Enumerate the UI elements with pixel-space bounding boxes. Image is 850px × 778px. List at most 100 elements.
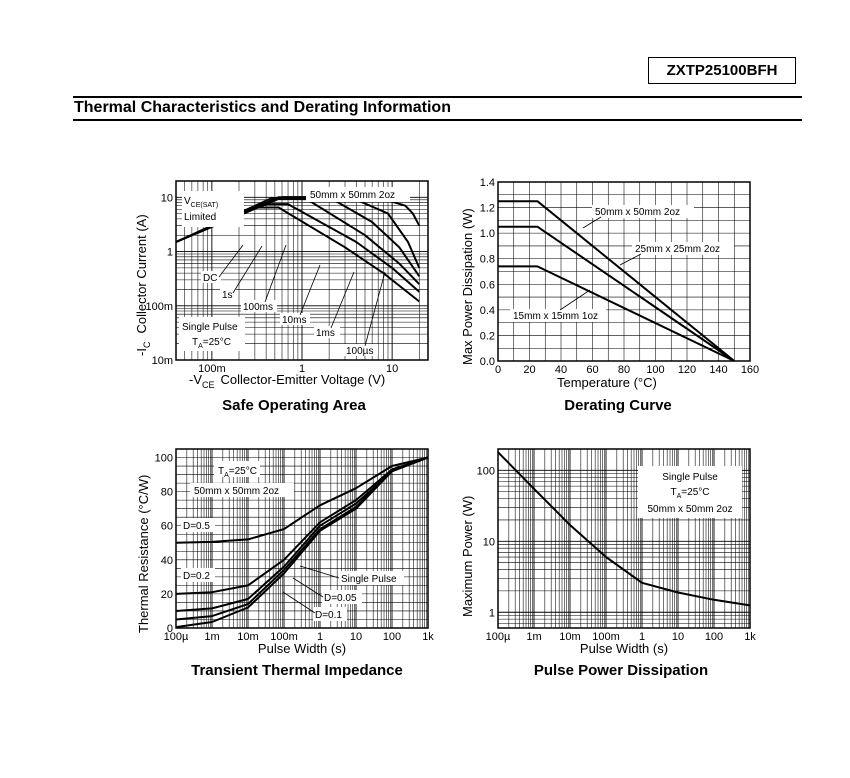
pulse-power-annotations: Single Pulse TA=25°C 50mm x 50mm 2oz: [638, 466, 742, 518]
soa-xlabel: -VCE Collector-Emitter Voltage (V): [189, 372, 385, 390]
pulse-power-series-0: [497, 451, 751, 607]
transient-tick-labels: 100µ 1m 10m 100m 1 10 100 1k 0 20 40 60 80 100: [155, 453, 435, 643]
transient-y-tick-label: 0: [167, 623, 173, 635]
derating-x-tick-label: 100: [646, 364, 664, 376]
soa-vcesat-box: [182, 191, 244, 227]
pulse-power-x-tick-label: 100m: [592, 631, 620, 643]
pulse-power-single-pulse: Single Pulse: [662, 472, 718, 483]
pulse-power-xlabel: Pulse Width (s): [580, 641, 668, 656]
soa-y-tick-label: 1: [167, 247, 173, 259]
pulse-power-ta: TA=25°C: [671, 487, 710, 500]
transient-series-4: [175, 456, 429, 629]
transient-y-tick-label: 40: [161, 555, 173, 567]
soa-x-tick-label: 1: [299, 363, 305, 375]
soa-single-pulse: Single Pulse: [182, 322, 238, 333]
pulse-power-x-tick-label: 10m: [559, 631, 580, 643]
derating-plot-frame: [497, 181, 751, 362]
soa-label-1ms: 1ms: [316, 328, 335, 339]
pulse-power-x-tick-label: 100µ: [486, 631, 511, 643]
pulse-power-caption: Pulse Power Dissipation: [534, 662, 708, 679]
soa-label-100ms: 100ms: [243, 302, 273, 313]
derating-label-15mm: 15mm x 15mm 1oz: [513, 311, 598, 322]
derating-series-labels: 50mm x 50mm 2oz 25mm x 25mm 2oz 15mm x 1…: [510, 205, 734, 322]
pulse-power-ylabel: Maximum Power (W): [460, 496, 475, 617]
derating-y-tick-label: 0.6: [480, 279, 495, 291]
derating-tick-labels: 0 20 40 60 80 100 120 140 160 0.0 0.2 0.4 0.6 0.8 1.0 1…: [480, 177, 759, 376]
soa-annotations: VCE(SAT) Limited 50mm x 50mm 2oz Single …: [179, 187, 410, 357]
soa-series-3: [175, 196, 421, 277]
part-number: ZXTP25100BFH: [648, 57, 796, 84]
transient-series-1: [175, 456, 429, 595]
soa-board-label: 50mm x 50mm 2oz: [310, 190, 395, 201]
transient-ta: TA=25°C: [218, 466, 257, 479]
transient-chart: 100µ 1m 10m 100m 1 10 100 1k 0 20 40 60 80 100 TA=25°…: [136, 448, 435, 679]
pulse-power-chart: 100µ 1m 10m 100m 1 10 100 1k 1 10 100 Single Pulse…: [460, 448, 757, 679]
derating-ylabel: Max Power Dissipation (W): [460, 208, 475, 365]
pulse-power-x-tick-label: 10: [672, 631, 684, 643]
soa-label-dc: DC: [203, 273, 217, 284]
transient-grid: [176, 449, 428, 628]
derating-y-tick-label: 0.2: [480, 330, 495, 342]
transient-annotations: TA=25°C 50mm x 50mm 2oz D=0.5 D=0.2 Sing…: [181, 461, 404, 621]
derating-y-tick-label: 1.2: [480, 203, 495, 215]
derating-x-tick-label: 40: [555, 364, 567, 376]
transient-x-tick-label: 100m: [270, 631, 298, 643]
transient-label-single: Single Pulse: [341, 574, 397, 585]
derating-y-tick-label: 1.4: [480, 177, 495, 189]
soa-y-tick-label: 10m: [152, 355, 173, 367]
soa-ylabel: -ICCollector Current (A): [134, 214, 152, 356]
derating-caption: Derating Curve: [564, 397, 672, 414]
derating-label-50mm: 50mm x 50mm 2oz: [595, 207, 680, 218]
derating-x-tick-label: 20: [523, 364, 535, 376]
derating-y-tick-label: 1.0: [480, 228, 495, 240]
soa-series-labels: DC 1s 100ms 10ms 1ms 100µs: [201, 244, 386, 357]
transient-y-tick-label: 100: [155, 453, 173, 465]
soa-limited-label: Limited: [184, 212, 216, 223]
derating-xlabel: Temperature (°C): [557, 375, 657, 390]
soa-vcesat-label: VCE(SAT): [184, 196, 218, 209]
soa-y-tick-label: 10: [161, 192, 173, 204]
header-rule-bottom: [73, 119, 802, 121]
derating-y-tick-label: 0.8: [480, 254, 495, 266]
section-title: Thermal Characteristics and Derating Inf…: [74, 99, 451, 116]
derating-label-25mm: 25mm x 25mm 2oz: [635, 244, 720, 255]
transient-x-tick-label: 10: [350, 631, 362, 643]
soa-plot-frame: [175, 180, 429, 361]
pulse-power-x-tick-label: 1: [639, 631, 645, 643]
soa-series-2: [175, 197, 421, 285]
derating-series-1: [498, 225, 735, 362]
soa-tick-labels: 100m 1 10 10m 100m 1 10: [145, 192, 398, 375]
derating-y-tick-label: 0.4: [480, 305, 495, 317]
soa-label-100us: 100µs: [346, 346, 373, 357]
soa-ta: TA=25°C: [192, 337, 231, 350]
header-rule-top: [73, 96, 802, 98]
pulse-power-y-tick-label: 100: [477, 465, 495, 477]
transient-label-d005: D=0.05: [324, 593, 357, 604]
transient-x-tick-label: 10m: [237, 631, 258, 643]
derating-x-tick-label: 60: [586, 364, 598, 376]
transient-y-tick-label: 60: [161, 521, 173, 533]
soa-label-10ms: 10ms: [282, 315, 306, 326]
transient-ylabel: Thermal Resistance (°C/W): [136, 475, 151, 633]
pulse-power-x-tick-label: 1m: [526, 631, 541, 643]
derating-x-tick-label: 80: [618, 364, 630, 376]
transient-board: 50mm x 50mm 2oz: [194, 486, 279, 497]
pulse-power-tick-labels: 100µ 1m 10m 100m 1 10 100 1k 1 10 100: [477, 465, 757, 643]
transient-caption: Transient Thermal Impedance: [191, 662, 403, 679]
pulse-power-y-tick-label: 10: [483, 536, 495, 548]
derating-y-tick-label: 0.0: [480, 356, 495, 368]
pulse-power-y-tick-label: 1: [489, 607, 495, 619]
soa-board-box: [306, 187, 410, 202]
derating-grid: [498, 182, 750, 361]
derating-series-2: [498, 265, 735, 362]
derating-x-tick-label: 120: [678, 364, 696, 376]
derating-x-tick-label: 140: [709, 364, 727, 376]
pulse-power-board: 50mm x 50mm 2oz: [647, 504, 732, 515]
soa-x-tick-label: 10: [386, 363, 398, 375]
transient-label-d02: D=0.2: [183, 571, 210, 582]
soa-chart: 100m 1 10 10m 100m 1 10 VCE(SAT) Limited 50mm …: [134, 180, 429, 414]
derating-curves: [498, 200, 735, 362]
pulse-power-plot-frame: [497, 448, 751, 629]
pulse-power-x-tick-label: 1k: [744, 631, 756, 643]
soa-x-tick-label: 100m: [198, 363, 226, 375]
